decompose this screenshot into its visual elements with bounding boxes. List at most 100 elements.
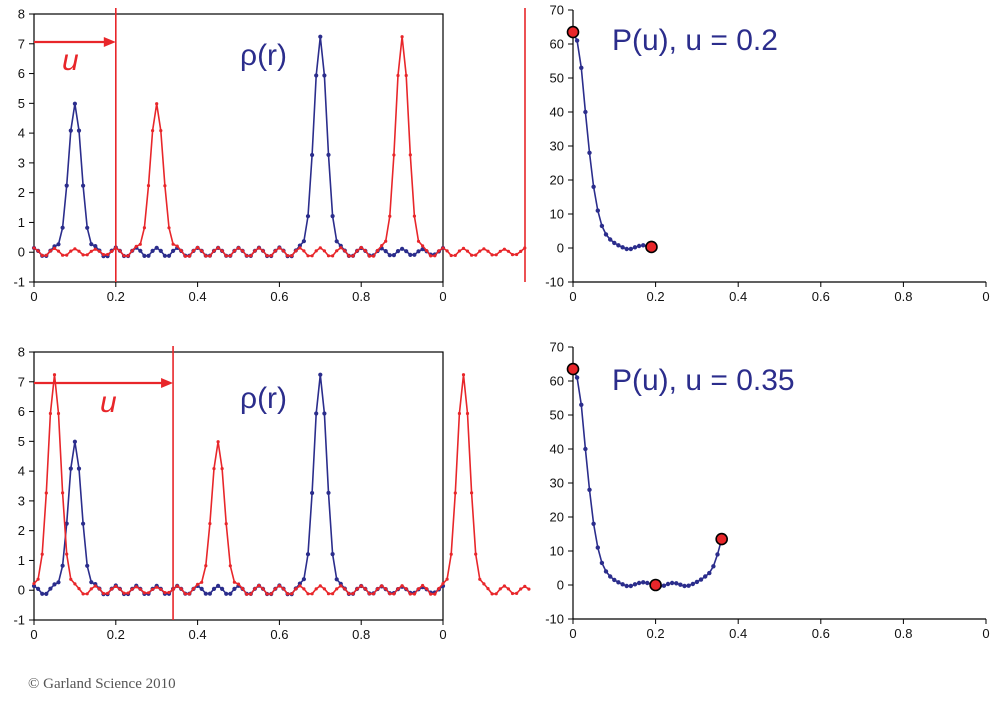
rho_bottom-red-point: [527, 587, 531, 591]
p_bottom-y-tick-label: 50: [550, 408, 564, 423]
rho_top-shift-arrowhead: [103, 37, 116, 47]
rho_bottom-red-point: [523, 584, 527, 589]
rho_bottom-red-point: [363, 587, 367, 591]
rho_top-blue-point: [314, 73, 319, 78]
rho_bottom-blue-point: [334, 577, 339, 582]
rho_bottom-red-point: [212, 467, 216, 471]
rho_top-blue-point: [150, 248, 155, 253]
p_top-point: [624, 246, 629, 252]
rho_top-red-point: [183, 254, 187, 258]
rho_top-y-tick-label: 6: [18, 66, 25, 81]
rho_bottom-red-point: [97, 587, 101, 591]
rho_top-y-tick-label: -1: [13, 275, 25, 290]
rho_top-red-point: [167, 226, 171, 230]
rho_top-shift-label: u: [62, 44, 79, 77]
rho_top-x-tick-label: 0.2: [107, 289, 125, 304]
rho_bottom-red-point: [179, 587, 183, 591]
p_bottom-point: [624, 583, 629, 589]
rho_bottom-shift-label: u: [100, 386, 117, 419]
rho_bottom-red-point: [200, 580, 204, 584]
copyright-notice: © Garland Science 2010: [28, 676, 176, 692]
rho_top-red-point: [400, 35, 404, 39]
rho_top-red-point: [437, 249, 441, 253]
p_bottom-y-tick-label: 20: [550, 510, 564, 525]
rho_bottom-red-point: [106, 591, 110, 596]
rho_bottom-blue-point: [322, 411, 327, 416]
rho_bottom-blue-point: [305, 552, 311, 557]
rho_top-blue-point: [138, 248, 143, 253]
rho_bottom-red-point: [441, 582, 445, 586]
rho_bottom-red-point: [482, 582, 486, 586]
rho_bottom-red-point: [32, 582, 36, 586]
rho_top-red-point: [343, 249, 347, 253]
rho_top-red-point: [519, 249, 523, 253]
rho_bottom-y-tick-label: 6: [18, 404, 25, 419]
rho_top-red-point: [142, 226, 146, 230]
rho_top-blue-point: [387, 253, 392, 258]
rho_bottom-red-point: [151, 587, 155, 591]
p_top-point: [616, 243, 621, 248]
rho_top-red-point: [126, 254, 130, 258]
rho_bottom-red-point: [478, 577, 482, 581]
rho_bottom-red-point: [310, 592, 314, 596]
rho_bottom-red-point: [85, 592, 89, 596]
rho_bottom-red-point: [273, 587, 277, 591]
rho_bottom-red-point: [175, 584, 179, 588]
rho_bottom-red-point: [257, 583, 261, 588]
rho_top-blue-point: [297, 243, 302, 248]
p_top-y-tick-label: 60: [550, 37, 564, 52]
rho_top-red-point: [433, 254, 437, 258]
rho_top-red-point: [216, 246, 220, 250]
rho_bottom-red-point: [40, 552, 44, 556]
rho_bottom-series-label: ρ(r): [240, 382, 287, 415]
rho_top-red-point: [306, 254, 310, 258]
p_bottom-point: [579, 402, 584, 407]
rho_top-red-point: [118, 249, 122, 253]
p_bottom-point: [711, 564, 716, 569]
rho_top-blue-point: [400, 246, 405, 251]
rho_top-red-point: [474, 253, 478, 257]
rho_top-red-point: [486, 249, 490, 253]
rho_top-blue-point: [391, 253, 396, 258]
rho_top-x-tick-label: 0.8: [352, 289, 370, 304]
rho_bottom-blue-point: [31, 583, 37, 589]
p_top-x-tick-label: 0: [569, 289, 576, 304]
rho_bottom-axes: -1 0 1 2 3 4 5 6 7 8 0 0.2 0.4 0.6 0.8 0: [13, 345, 446, 643]
rho_top-red-point: [187, 254, 191, 258]
rho_top-blue-point: [301, 239, 306, 244]
p_bottom-point: [632, 582, 638, 587]
rho_top-red-point: [101, 253, 106, 257]
p_bottom-y-tick-label: 0: [557, 578, 564, 593]
rho_top-red-point: [106, 252, 110, 257]
p_bottom-x-tick-label: 0.6: [812, 626, 830, 641]
rho_bottom-red-point: [392, 592, 396, 596]
p_top-point: [591, 184, 596, 189]
rho_top-y-tick-label: 8: [18, 7, 25, 22]
rho_bottom-red-point: [277, 584, 281, 588]
rho_top-blue-point: [318, 34, 323, 39]
p_bottom-highlight-marker: [566, 362, 580, 376]
rho_bottom-blue-point: [85, 563, 90, 568]
p_top-y-tick-label: 50: [550, 71, 564, 86]
rho_top-red-point: [236, 246, 241, 250]
rho_top-red-point: [220, 249, 224, 253]
rho_bottom-red-point: [384, 587, 388, 591]
rho_bottom-red-point: [44, 491, 48, 495]
p_top-point: [587, 150, 592, 155]
rho_bottom-red-point: [494, 592, 498, 596]
rho_bottom-red-point: [110, 587, 114, 591]
rho_top-red-point: [73, 247, 77, 251]
rho_top-red-point: [461, 246, 466, 250]
p_bottom-point: [690, 581, 695, 587]
p_top-y-tick-label: 70: [550, 3, 564, 18]
rho_top-blue-point: [60, 225, 65, 230]
p_bottom-point: [707, 570, 712, 576]
rho_bottom-red-point: [191, 587, 196, 591]
rho_top-red-point: [61, 253, 65, 257]
rho_top-red-point: [388, 214, 392, 218]
p_bottom-point: [682, 583, 687, 589]
rho_bottom-blue-point: [301, 577, 306, 582]
rho_top-blue-point: [305, 214, 311, 219]
rho_bottom-blue-point: [228, 591, 233, 596]
rho_bottom-red-point: [326, 592, 331, 596]
